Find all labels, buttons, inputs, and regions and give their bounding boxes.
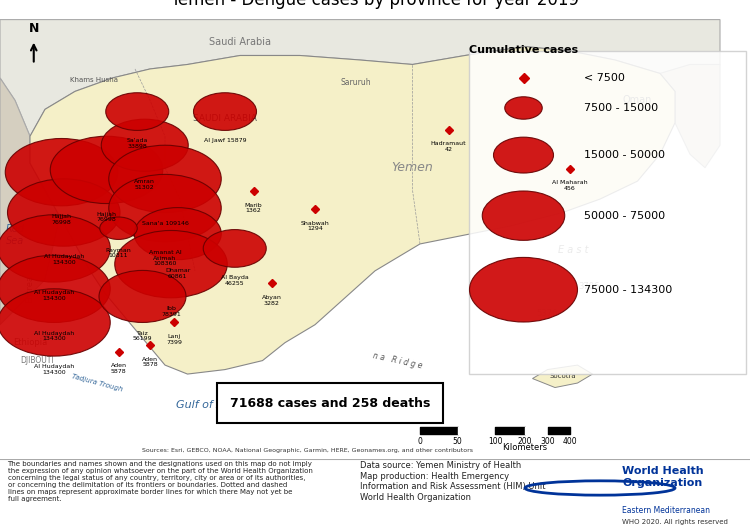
Text: Eritrea: Eritrea: [26, 275, 34, 303]
Circle shape: [482, 191, 565, 241]
Text: Gulf of Aden: Gulf of Aden: [176, 400, 244, 410]
Text: Socotra: Socotra: [549, 373, 576, 379]
Circle shape: [99, 270, 186, 322]
Circle shape: [8, 179, 120, 246]
Text: SAUDI ARABIA: SAUDI ARABIA: [193, 114, 257, 123]
Text: Sana'a 109146: Sana'a 109146: [142, 220, 188, 226]
Polygon shape: [660, 64, 720, 168]
Text: WHO 2020. All rights reserved: WHO 2020. All rights reserved: [622, 519, 728, 525]
Circle shape: [50, 136, 163, 203]
Text: 0: 0: [418, 437, 422, 446]
Text: Dhamar
60861: Dhamar 60861: [165, 268, 190, 279]
Text: Al Jawf 15879: Al Jawf 15879: [204, 139, 246, 143]
Circle shape: [134, 208, 221, 260]
Polygon shape: [30, 47, 675, 374]
Text: 15000 - 50000: 15000 - 50000: [584, 150, 664, 160]
Text: Sa'ada
33898: Sa'ada 33898: [127, 139, 148, 149]
Circle shape: [100, 217, 137, 239]
Text: Taiz
56199: Taiz 56199: [133, 330, 152, 341]
Text: Eastern Mediterranean: Eastern Mediterranean: [622, 507, 710, 516]
Text: < 7500: < 7500: [584, 73, 624, 83]
Circle shape: [494, 137, 554, 173]
Text: Sources: Esri, GEBCO, NOAA, National Geographic, Garmin, HERE, Geonames.org, and: Sources: Esri, GEBCO, NOAA, National Geo…: [142, 448, 473, 452]
Text: Aden
5878: Aden 5878: [142, 356, 158, 367]
Text: 300: 300: [540, 437, 555, 446]
Text: Abyan
3282: Abyan 3282: [262, 295, 281, 306]
Text: 50000 - 75000: 50000 - 75000: [584, 211, 664, 221]
Text: N: N: [28, 22, 39, 35]
Text: Shabwah
1294: Shabwah 1294: [301, 220, 329, 232]
Text: Amanat Al
Asimah
108360: Amanat Al Asimah 108360: [148, 250, 182, 267]
Title: Yemen - Dengue cases by province for year 2019: Yemen - Dengue cases by province for yea…: [170, 0, 580, 9]
Text: Khams Husha: Khams Husha: [70, 78, 118, 83]
Text: Tadjura Trough: Tadjura Trough: [71, 373, 124, 393]
Text: Al Hudaydah
134300: Al Hudaydah 134300: [44, 254, 84, 265]
Text: Rayman
10311: Rayman 10311: [106, 247, 131, 258]
Circle shape: [470, 258, 578, 322]
Circle shape: [0, 255, 110, 322]
Text: Marib
1362: Marib 1362: [244, 203, 262, 213]
FancyBboxPatch shape: [217, 383, 442, 423]
Text: Al Hudaydah
134300: Al Hudaydah 134300: [34, 330, 74, 341]
Circle shape: [5, 139, 118, 206]
Circle shape: [115, 230, 227, 298]
Circle shape: [101, 119, 188, 172]
Polygon shape: [0, 78, 60, 325]
Text: Yemen: Yemen: [392, 161, 433, 174]
Text: 200: 200: [518, 437, 532, 446]
Text: Cumulative cases: Cumulative cases: [469, 46, 578, 56]
Text: Al Hudaydah
134300: Al Hudaydah 134300: [34, 290, 74, 301]
Text: Aden
5878: Aden 5878: [110, 363, 127, 374]
Text: Al Maharah
456: Al Maharah 456: [552, 180, 588, 191]
Circle shape: [505, 97, 542, 119]
Text: World Health
Organization: World Health Organization: [622, 466, 704, 488]
Text: The boundaries and names shown and the designations used on this map do not impl: The boundaries and names shown and the d…: [8, 461, 312, 502]
Text: 75000 - 134300: 75000 - 134300: [584, 285, 672, 295]
Text: Oman: Oman: [622, 96, 652, 105]
Text: Al Hudaydah
134300: Al Hudaydah 134300: [34, 364, 74, 375]
Circle shape: [0, 215, 110, 282]
Text: 71688 cases and 258 deaths: 71688 cases and 258 deaths: [230, 397, 430, 410]
Text: 50: 50: [453, 437, 462, 446]
Circle shape: [194, 93, 256, 131]
Text: Hadramaut
42: Hadramaut 42: [430, 141, 466, 152]
Text: Saruruh: Saruruh: [341, 78, 371, 87]
Text: E a s t: E a s t: [559, 245, 589, 255]
Text: Hajjah
76998: Hajjah 76998: [97, 212, 116, 222]
Text: n a   R i d g e: n a R i d g e: [372, 351, 423, 370]
Circle shape: [109, 145, 221, 212]
Text: 100: 100: [488, 437, 502, 446]
Text: 3706: 3706: [578, 282, 599, 291]
Text: Data source: Yemen Ministry of Health
Map production: Health Emergency
Informati: Data source: Yemen Ministry of Health Ma…: [360, 461, 545, 502]
Text: Al Bayda
46255: Al Bayda 46255: [220, 276, 248, 286]
FancyBboxPatch shape: [469, 51, 746, 374]
Text: Hajjah
76998: Hajjah 76998: [52, 214, 71, 225]
Text: Amran
51302: Amran 51302: [134, 179, 155, 190]
Text: Kilometers: Kilometers: [503, 443, 548, 452]
Circle shape: [109, 174, 221, 242]
Text: 400: 400: [562, 437, 578, 446]
Circle shape: [203, 229, 266, 267]
Text: 7500 - 15000: 7500 - 15000: [584, 103, 658, 113]
Text: Ethiopia: Ethiopia: [13, 338, 47, 347]
Text: Red
Sea: Red Sea: [5, 224, 25, 246]
Circle shape: [106, 93, 169, 131]
Text: Ibb
78391: Ibb 78391: [161, 306, 181, 316]
Text: Saudi Arabia: Saudi Arabia: [209, 37, 271, 47]
Polygon shape: [532, 365, 592, 388]
Text: DJIBOUTI: DJIBOUTI: [21, 356, 54, 365]
Text: 5376: 5376: [537, 309, 558, 318]
Text: Lanj
7399: Lanj 7399: [166, 334, 182, 345]
Polygon shape: [0, 20, 720, 145]
Circle shape: [0, 289, 110, 356]
